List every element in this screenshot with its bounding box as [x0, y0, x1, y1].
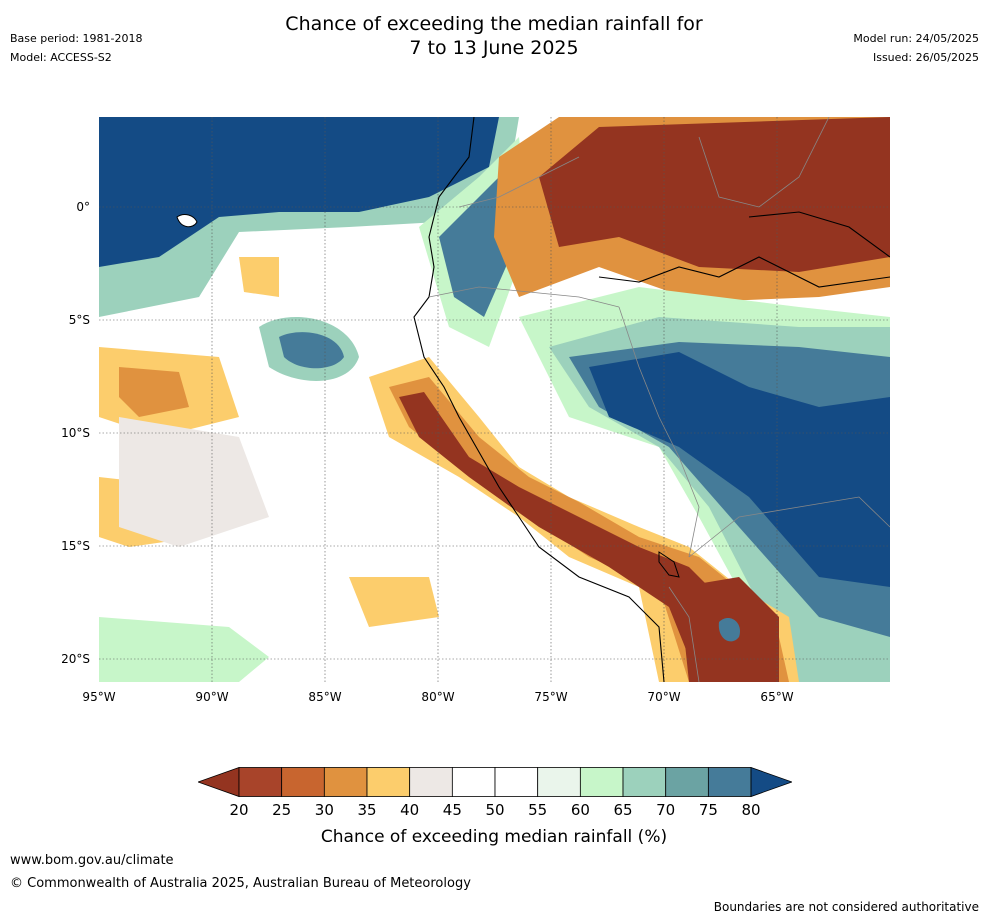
amazon-mouth-coastline: [748, 211, 890, 258]
colorbar-segment: [622, 767, 667, 797]
lat-label-15s: 15°S: [61, 539, 90, 553]
colorbar-tick-label: 65: [613, 801, 633, 819]
lat-label-20s: 20°S: [61, 652, 90, 666]
colorbar-tick-label: 60: [570, 801, 590, 819]
region-very-dry-coast: [399, 392, 769, 682]
colorbar-tick-label: 30: [314, 801, 334, 819]
region-moderately-dry-patch-4: [239, 257, 279, 297]
map-svg: [99, 117, 890, 682]
colorbar-tick-label: 40: [400, 801, 420, 819]
colorbar-segment: [707, 767, 752, 797]
region-wet-blob-bolivia: [718, 617, 740, 642]
region-dry-patch-1: [119, 367, 189, 417]
rainfall-probability-map: [99, 117, 890, 682]
lon-label-90w: 90°W: [195, 690, 229, 704]
colorbar-label: Chance of exceeding median rainfall (%): [320, 827, 668, 847]
colorbar-tick-label: 45: [442, 801, 462, 819]
region-slightly-dry-patch: [119, 417, 269, 547]
colorbar-tick-label: 55: [528, 801, 548, 819]
title-line-2: 7 to 13 June 2025: [409, 37, 579, 59]
colorbar-tick-label: 50: [485, 801, 505, 819]
lat-label-5s: 5°S: [68, 313, 90, 327]
region-moderately-dry-patch-3: [349, 577, 439, 627]
colorbar-tick-label: 80: [741, 801, 761, 819]
colorbar-segment: [537, 767, 581, 797]
colorbar-segment: [451, 767, 496, 797]
boundaries-disclaimer: Boundaries are not considered authoritat…: [713, 900, 979, 914]
colorbar-segment: [579, 767, 624, 797]
border-bolivia-chile: [668, 586, 700, 682]
base-period-text: Base period: 1981-2018: [10, 32, 143, 45]
region-wet-ocean-core: [279, 332, 344, 369]
colorbar-tick-label: 25: [272, 801, 292, 819]
galapagos-islands: [176, 214, 198, 228]
border-brazil-bolivia: [688, 496, 890, 558]
lon-label-75w: 75°W: [534, 690, 568, 704]
model-text: Model: ACCESS-S2: [10, 51, 112, 64]
colorbar-high-extension: [750, 767, 792, 798]
south-america-coastline: [413, 117, 665, 682]
lake-titicaca: [658, 551, 680, 578]
border-peru-colombia: [428, 286, 620, 308]
country-borders: [428, 117, 890, 682]
map-title: Chance of exceeding the median rainfall …: [0, 12, 988, 60]
caribbean-coastline: [598, 256, 890, 288]
border-venezuela-colombia: [698, 117, 830, 208]
title-line-1: Chance of exceeding the median rainfall …: [285, 13, 703, 35]
colorbar-segment: [494, 767, 539, 797]
lon-label-95w: 95°W: [82, 690, 116, 704]
colorbar-tick-label: 35: [357, 801, 377, 819]
colorbar-segment: [665, 767, 709, 797]
lat-label-0: 0°: [76, 200, 90, 214]
colorbar-tick-label: 70: [656, 801, 676, 819]
colorbar-low-extension: [198, 767, 240, 798]
colorbar-segment: [281, 767, 325, 797]
colorbar-segment: [323, 767, 368, 797]
border-ecuador-colombia: [458, 156, 580, 208]
lon-label-85w: 85°W: [308, 690, 342, 704]
region-very-dry-ne: [539, 117, 890, 272]
lat-label-10s: 10°S: [61, 426, 90, 440]
border-peru-brazil: [618, 306, 700, 558]
colorbar-segment: [366, 767, 411, 797]
colorbar-tick-label: 20: [229, 801, 249, 819]
issued-text: Issued: 26/05/2025: [872, 51, 979, 64]
colorbar: [198, 767, 792, 798]
lon-label-80w: 80°W: [421, 690, 455, 704]
region-slightly-wet-south: [99, 617, 269, 682]
website-url: www.bom.gov.au/climate: [10, 853, 174, 868]
lon-label-70w: 70°W: [647, 690, 681, 704]
model-run-text: Model run: 24/05/2025: [853, 32, 979, 45]
lon-label-65w: 65°W: [760, 690, 794, 704]
copyright-text: © Commonwealth of Australia 2025, Austra…: [10, 876, 471, 891]
colorbar-segment: [238, 767, 283, 797]
colorbar-segment: [409, 767, 453, 797]
colorbar-tick-label: 75: [698, 801, 718, 819]
region-very-wet-nw: [99, 117, 499, 267]
region-very-wet-amazon: [589, 352, 890, 587]
